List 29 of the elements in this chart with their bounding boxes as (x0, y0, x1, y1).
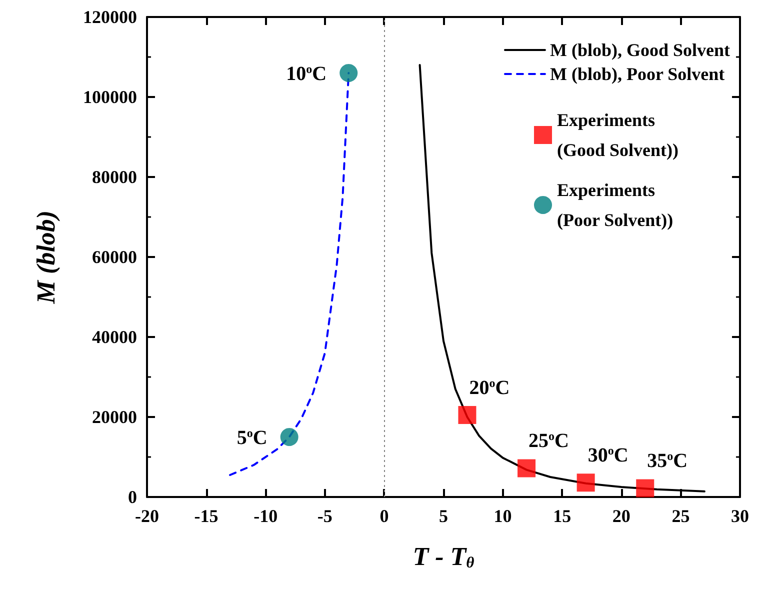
legend-label: Experiments (Poor Solvent)) (557, 180, 674, 230)
y-tick-label: 40000 (92, 327, 137, 347)
x-tick-label: 5 (439, 506, 448, 526)
y-tick-label: 60000 (92, 247, 137, 267)
y-tick-label: 80000 (92, 167, 137, 187)
x-tick-label: -5 (317, 506, 332, 526)
x-tick-label: -10 (254, 506, 278, 526)
y-tick-label: 0 (128, 487, 137, 507)
legend-label: Experiments (Good Solvent)) (557, 110, 679, 160)
legend-label: M (blob), Poor Solvent (550, 64, 725, 84)
point (576, 474, 595, 492)
y-tick-label: 100000 (83, 87, 137, 107)
x-tick-label: -20 (135, 506, 159, 526)
y-axis-title: M (blob) (32, 210, 60, 305)
point (280, 428, 298, 446)
point (458, 406, 476, 424)
x-tick-label: 0 (380, 506, 389, 526)
legend-label: M (blob), Good Solvent (550, 40, 730, 60)
x-tick-label: 25 (672, 506, 690, 526)
point (636, 479, 654, 498)
x-tick-label: 15 (553, 506, 572, 526)
y-tick-label: 120000 (83, 7, 137, 27)
x-tick-label: 20 (612, 506, 630, 526)
x-tick-label: 10 (494, 506, 512, 526)
y-tick-label: 20000 (92, 407, 137, 427)
x-tick-label: -15 (194, 506, 218, 526)
x-tick-label: 30 (731, 506, 749, 526)
point (340, 64, 358, 82)
point (518, 459, 536, 478)
